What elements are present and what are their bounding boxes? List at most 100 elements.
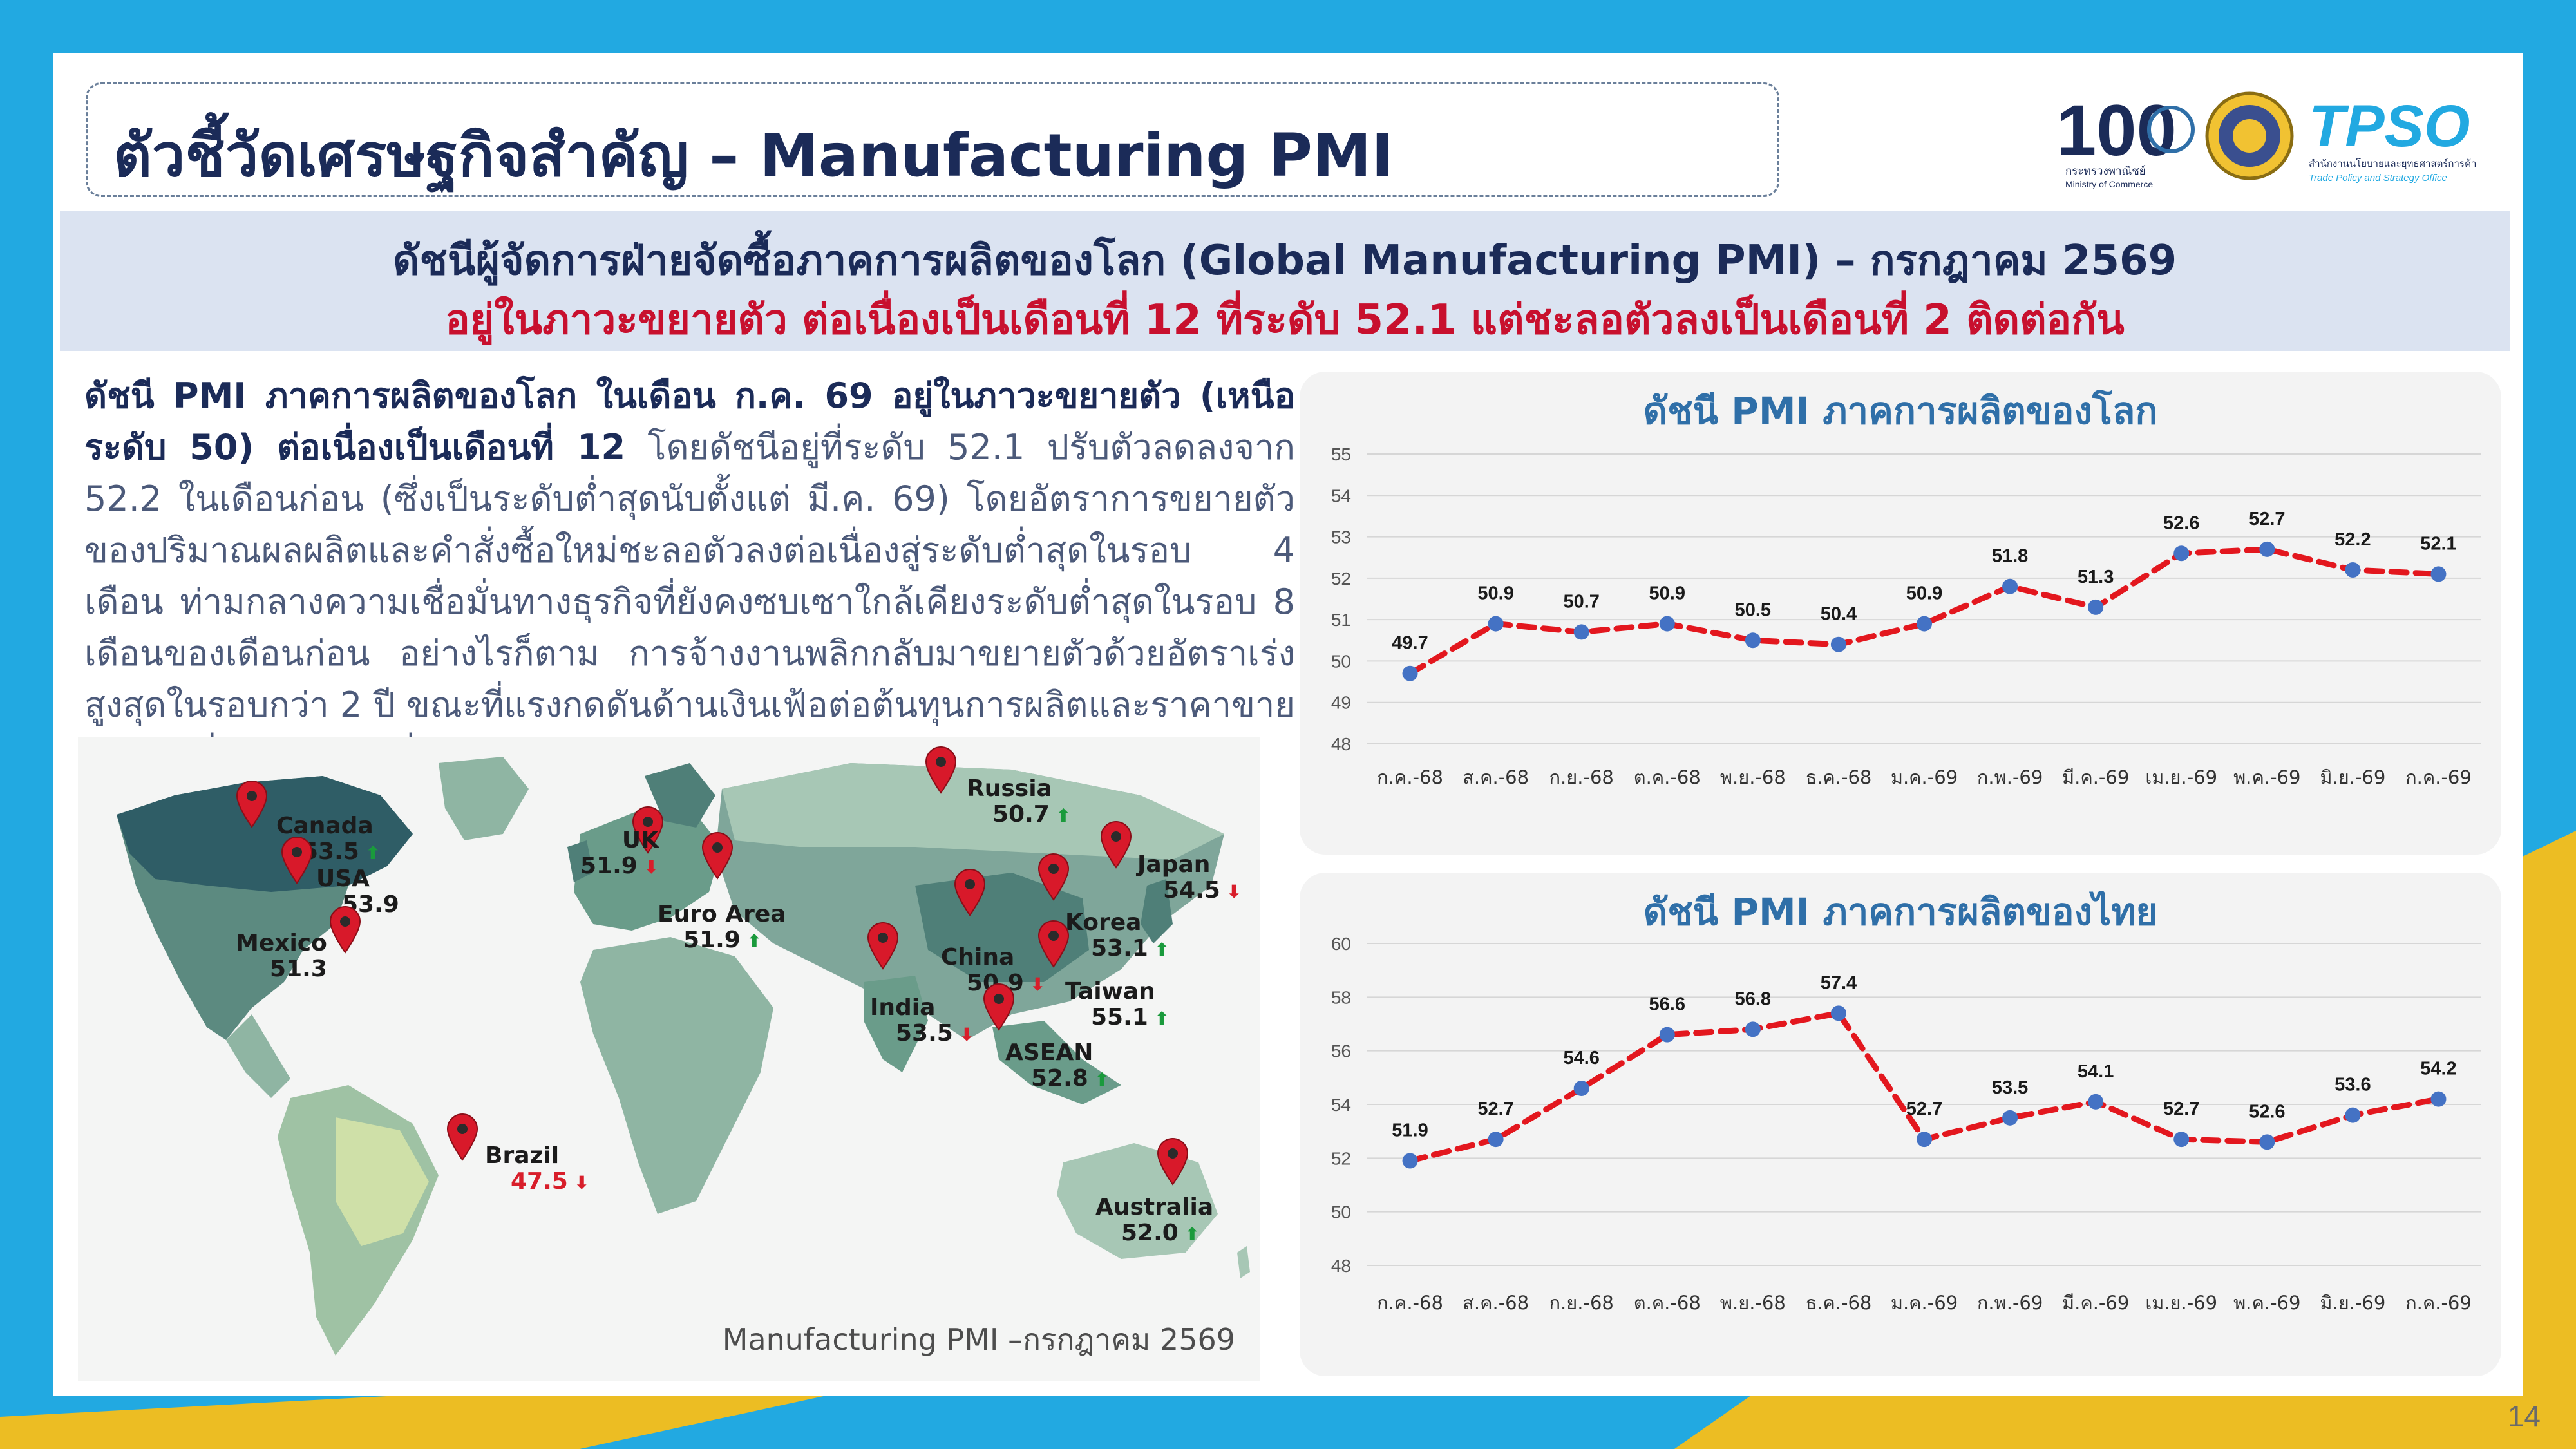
chart-title: ดัชนี PMI ภาคการผลิตของโลก: [1643, 389, 2158, 433]
data-label: 52.7: [2163, 1099, 2199, 1119]
x-tick-label: ธ.ค.-68: [1805, 766, 1871, 788]
data-label: 50.9: [1649, 583, 1685, 604]
data-label: 50.5: [1735, 600, 1771, 620]
country-name: Australia: [1095, 1194, 1214, 1220]
data-label: 51.8: [1992, 546, 2028, 567]
location-pin-icon: [701, 832, 734, 880]
data-point: [1917, 1132, 1932, 1148]
x-tick-label: มี.ค.-69: [2062, 766, 2129, 788]
data-point: [2174, 1132, 2190, 1148]
y-tick-label: 50: [1331, 1202, 1351, 1222]
arrow-down-icon: ⬇: [567, 1172, 590, 1193]
country-name: Euro Area: [658, 901, 786, 927]
country-name: Canada: [276, 813, 374, 839]
moc-name-th: กระทรวงพาณิชย์: [2065, 165, 2146, 178]
data-label: 54.6: [1563, 1048, 1599, 1068]
arrow-down-icon: ⬇: [952, 1024, 975, 1045]
data-point: [1402, 665, 1418, 681]
y-tick-label: 55: [1331, 444, 1351, 464]
country-name: Korea: [1065, 909, 1142, 936]
x-tick-label: เม.ย.-69: [2145, 1292, 2217, 1314]
thai-pmi-line-chart: 48 50 52 54 56 58 60 ก.ค.-68 ส.ค.-68 ก.ย.-68 ต.ค.-…: [1331, 934, 2481, 1314]
data-point: [2002, 578, 2018, 594]
country-pmi-value: 52.0: [1121, 1220, 1179, 1246]
y-tick-label: 50: [1331, 651, 1351, 671]
country-label-asean: ASEAN 52.8 ⬆: [1005, 1040, 1110, 1093]
arrow-up-icon: ⬆: [740, 931, 762, 952]
data-point: [2259, 541, 2275, 557]
data-point: [1917, 616, 1932, 632]
x-tick-label: มี.ค.-69: [2062, 1292, 2129, 1314]
moc-number: 100: [2056, 90, 2177, 171]
arrow-up-icon: ⬆: [1148, 1008, 1170, 1029]
x-tick-label: มิ.ย.-69: [2320, 766, 2385, 788]
location-pin-icon: [954, 869, 986, 916]
data-label: 52.7: [1906, 1099, 1942, 1119]
x-tick-label: ม.ค.-69: [1891, 1292, 1958, 1314]
page-number: 14: [2507, 1399, 2541, 1433]
data-point: [2088, 1094, 2104, 1110]
data-point: [2345, 1107, 2361, 1123]
y-tick-label: 56: [1331, 1041, 1351, 1061]
location-pin-icon: [1100, 821, 1132, 869]
country-value-row: 53.5 ⬇: [870, 1021, 974, 1048]
country-value-row: 55.1 ⬆: [1065, 1005, 1170, 1032]
data-label: 57.4: [1821, 972, 1857, 993]
x-tick-label: ก.ย.-68: [1549, 766, 1614, 788]
data-point: [1745, 632, 1761, 649]
country-pmi-value: 54.5: [1163, 877, 1220, 904]
page-title: ตัวชี้วัดเศรษฐกิจสำคัญ – Manufacturing P…: [113, 121, 1394, 190]
y-tick-label: 60: [1331, 934, 1351, 954]
global-pmi-line-chart: 48 49 50 51 52 53 54 55 ก.ค.-68 ส.ค.-68 ก.ย.-68 ต.ค…: [1331, 444, 2481, 788]
y-tick-label: 52: [1331, 1148, 1351, 1168]
arrow-up-icon: ⬆: [359, 842, 381, 864]
location-pin-icon: [446, 1113, 478, 1161]
country-label-uk: UK 51.9 ⬇: [554, 828, 659, 880]
data-label: 52.7: [1477, 1099, 1513, 1119]
canada-shape: [117, 776, 413, 892]
country-name: ASEAN: [1005, 1039, 1094, 1066]
scandinavia-shape: [645, 763, 715, 828]
country-label-australia: Australia 52.0 ⬆: [1095, 1195, 1213, 1247]
data-point: [2430, 1091, 2447, 1107]
moc-100-logo: 100 กระทรวงพาณิชย์ Ministry of Commerce: [2056, 90, 2195, 189]
title-box: ตัวชี้วัดเศรษฐกิจสำคัญ – Manufacturing P…: [86, 82, 1779, 197]
summary-paragraph: ดัชนี PMI ภาคการผลิตของโลก ในเดือน ก.ค. …: [84, 370, 1295, 782]
country-pmi-value: 50.7: [992, 801, 1050, 828]
data-label: 52.6: [2163, 513, 2199, 533]
y-tick-label: 53: [1331, 527, 1351, 547]
africa-shape: [580, 937, 773, 1214]
russia-shape: [722, 763, 1224, 860]
country-pmi-value: 53.1: [1091, 935, 1148, 961]
tpso-en: Trade Policy and Strategy Office: [2309, 173, 2447, 184]
country-label-mexico: Mexico 51.3: [236, 931, 327, 982]
y-tick-label: 58: [1331, 987, 1351, 1007]
country-value-row: 51.9 ⬇: [554, 853, 659, 880]
location-pin-icon: [1037, 853, 1070, 901]
data-label: 56.6: [1649, 994, 1685, 1015]
arrow-up-icon: ⬆: [1088, 1069, 1110, 1090]
data-label: 54.2: [2420, 1059, 2456, 1079]
arrow-down-icon: ⬇: [1023, 974, 1046, 995]
country-label-canada: Canada 53.5 ⬆: [276, 813, 381, 866]
x-tick-label: ก.พ.-69: [1977, 766, 2043, 788]
x-tick-label: ก.ย.-68: [1549, 1292, 1614, 1314]
location-pin-icon: [1157, 1138, 1189, 1186]
country-value-row: 51.9 ⬆: [658, 927, 786, 954]
country-value-row: 50.7 ⬆: [967, 802, 1071, 829]
world-map: [117, 757, 1250, 1356]
data-point: [2088, 599, 2104, 615]
country-label-japan: Japan 54.5 ⬇: [1137, 852, 1242, 905]
country-label-korea: Korea 53.1 ⬆: [1065, 910, 1170, 963]
chart-title: ดัชนี PMI ภาคการผลิตของไทย: [1643, 890, 2158, 934]
data-label: 53.6: [2334, 1075, 2371, 1095]
data-label: 50.9: [1906, 583, 1942, 604]
data-point: [1745, 1021, 1761, 1037]
headline-banner: ดัชนีผู้จัดการฝ่ายจัดซื้อภาคการผลิตของโล…: [60, 211, 2510, 351]
location-pin-icon: [1037, 920, 1070, 968]
arrow-up-icon: ⬆: [1049, 805, 1072, 826]
y-tick-label: 54: [1331, 486, 1351, 506]
data-point: [1659, 616, 1675, 632]
country-name: USA: [316, 866, 370, 892]
arrow-down-icon: ⬇: [1220, 881, 1242, 902]
